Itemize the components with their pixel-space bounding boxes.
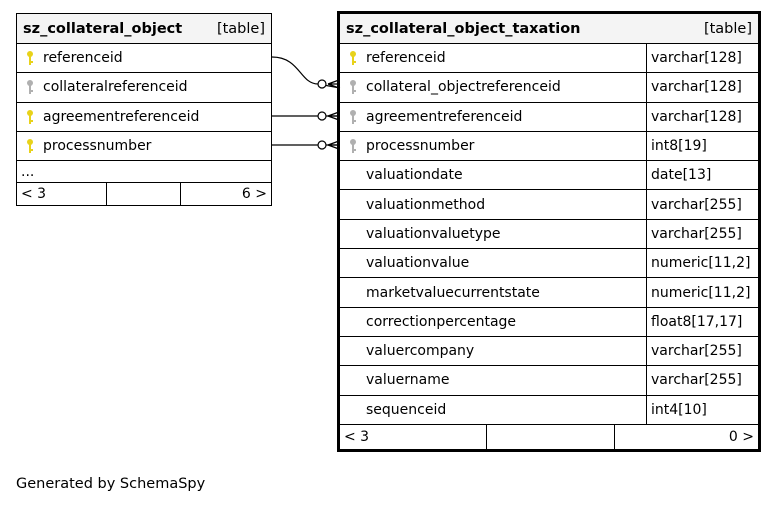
- column-name: marketvaluecurrentstate: [366, 284, 540, 301]
- column-name: processnumber: [366, 138, 475, 155]
- crowfoot-mark: [327, 79, 340, 89]
- column-name: agreementreferenceid: [43, 108, 200, 125]
- column-row[interactable]: referenceid: [17, 44, 271, 74]
- foreign-key-icon: [17, 79, 43, 95]
- column-name: valuationmethod: [366, 196, 486, 213]
- column-name: collateral_objectreferenceid: [366, 79, 561, 96]
- children-count[interactable]: 6 >: [241, 186, 267, 203]
- column-type: numeric[11,2]: [646, 249, 758, 278]
- column-name: valuercompany: [366, 343, 475, 360]
- table-footer: < 3 6 >: [17, 183, 271, 206]
- column-row[interactable]: sequenceid int4[10]: [340, 395, 758, 425]
- column-row[interactable]: valuationmethod varchar[255]: [340, 190, 758, 220]
- table-footer: < 3 0 >: [340, 424, 758, 449]
- column-type: float8[17,17]: [646, 307, 758, 336]
- column-type: varchar[255]: [646, 336, 758, 366]
- column-row[interactable]: valuercompany varchar[255]: [340, 336, 758, 367]
- primary-key-icon: [17, 109, 43, 125]
- column-row[interactable]: correctionpercentage float8[17,17]: [340, 307, 758, 337]
- column-type: numeric[11,2]: [646, 278, 758, 307]
- children-count[interactable]: 0 >: [728, 428, 754, 445]
- column-row[interactable]: referenceid varchar[128]: [340, 44, 758, 74]
- column-name: sequenceid: [366, 401, 447, 418]
- column-row[interactable]: valuationvaluetype varchar[255]: [340, 219, 758, 250]
- foreign-key-icon: [340, 79, 366, 95]
- column-type: varchar[255]: [646, 366, 758, 395]
- table-kind: [table]: [216, 20, 265, 37]
- table-kind: [table]: [703, 20, 752, 37]
- relation-end-circle: [317, 79, 327, 89]
- column-name: correctionpercentage: [366, 313, 517, 330]
- column-row[interactable]: valuername varchar[255]: [340, 366, 758, 396]
- column-name: collateralreferenceid: [43, 79, 188, 96]
- table-header: sz_collateral_object [table]: [17, 14, 271, 44]
- crowfoot-mark: [327, 140, 340, 150]
- footer-spacer: [107, 183, 181, 206]
- relation-end-circle: [317, 111, 327, 121]
- parents-count[interactable]: < 3: [17, 183, 107, 206]
- column-row[interactable]: agreementreferenceid varchar[128]: [340, 102, 758, 132]
- column-row[interactable]: marketvaluecurrentstate numeric[11,2]: [340, 278, 758, 308]
- table-sz-collateral-object-taxation: sz_collateral_object_taxation [table] re…: [337, 11, 761, 452]
- relation-end-circle: [317, 140, 327, 150]
- column-name: valuationvalue: [366, 255, 470, 272]
- column-name: valuationdate: [366, 167, 463, 184]
- column-row[interactable]: processnumber: [17, 132, 271, 162]
- column-type: varchar[128]: [646, 102, 758, 131]
- parents-count[interactable]: < 3: [340, 424, 487, 449]
- more-indicator: ...: [21, 163, 35, 180]
- column-type: int8[19]: [646, 131, 758, 161]
- column-row[interactable]: agreementreferenceid: [17, 103, 271, 132]
- table-name[interactable]: sz_collateral_object_taxation: [346, 20, 581, 37]
- table-sz-collateral-object: sz_collateral_object [table] referenceid…: [16, 13, 272, 207]
- column-name: valuername: [366, 372, 450, 389]
- table-header: sz_collateral_object_taxation [table]: [340, 14, 758, 44]
- column-row[interactable]: valuationvalue numeric[11,2]: [340, 249, 758, 279]
- column-type: int4[10]: [646, 395, 758, 424]
- column-name: referenceid: [43, 50, 123, 67]
- column-type: date[13]: [646, 161, 758, 190]
- foreign-key-icon: [340, 138, 366, 154]
- column-type: varchar[128]: [646, 44, 758, 73]
- table-name[interactable]: sz_collateral_object: [23, 20, 183, 37]
- primary-key-icon: [17, 138, 43, 154]
- primary-key-icon: [17, 50, 43, 66]
- primary-key-icon: [340, 50, 366, 66]
- more-columns: ...: [17, 161, 271, 184]
- column-type: varchar[255]: [646, 219, 758, 249]
- column-name: referenceid: [366, 50, 446, 67]
- column-type: varchar[128]: [646, 73, 758, 102]
- crowfoot-mark: [327, 111, 340, 121]
- column-name: valuationvaluetype: [366, 225, 501, 242]
- column-name: agreementreferenceid: [366, 108, 523, 125]
- footer-spacer: [487, 424, 615, 449]
- column-row[interactable]: processnumber int8[19]: [340, 131, 758, 162]
- column-row[interactable]: collateralreferenceid: [17, 73, 271, 103]
- column-row[interactable]: valuationdate date[13]: [340, 161, 758, 191]
- column-row[interactable]: collateral_objectreferenceid varchar[128]: [340, 73, 758, 103]
- column-type: varchar[255]: [646, 190, 758, 219]
- column-name: processnumber: [43, 138, 152, 155]
- foreign-key-icon: [340, 109, 366, 125]
- generated-by-label: Generated by SchemaSpy: [16, 476, 206, 492]
